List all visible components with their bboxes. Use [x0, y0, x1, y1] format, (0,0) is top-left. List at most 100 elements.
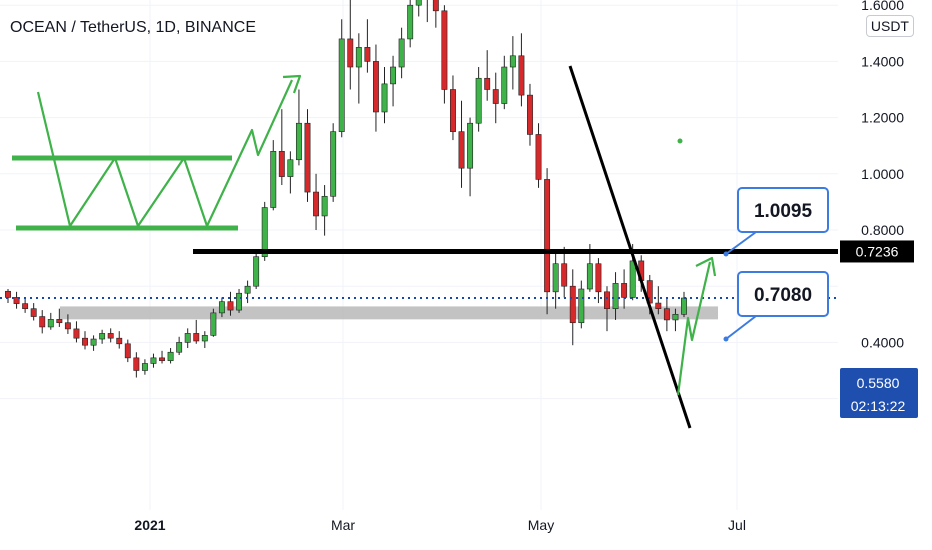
- candle-body: [390, 66, 397, 85]
- candle: [390, 55, 397, 107]
- candle: [381, 67, 388, 124]
- candle-body: [552, 263, 559, 293]
- candle-body: [5, 290, 11, 298]
- y-tick-label: 1.0000: [861, 166, 904, 182]
- candle-body: [253, 256, 260, 287]
- candle-body: [278, 151, 285, 177]
- x-tick-label: Mar: [331, 517, 355, 533]
- countdown-label: 02:13:22: [851, 398, 906, 414]
- projection-path: [676, 261, 712, 396]
- candle-body: [381, 83, 388, 113]
- candle-body: [450, 89, 456, 132]
- candle-body: [227, 301, 234, 311]
- candle-body: [467, 122, 474, 169]
- candle: [56, 308, 63, 327]
- candle-body: [681, 297, 687, 315]
- candle-body: [64, 322, 71, 330]
- candle: [321, 185, 328, 236]
- candle-body: [355, 47, 362, 68]
- candle: [236, 289, 242, 313]
- candle: [210, 308, 217, 337]
- marker-dot: [677, 138, 683, 144]
- candle-body: [82, 337, 88, 346]
- candle: [450, 75, 456, 141]
- candle-body: [347, 38, 354, 68]
- candle-body: [167, 351, 174, 361]
- candle-body: [13, 297, 20, 304]
- candle: [116, 331, 123, 349]
- candle-body: [150, 357, 157, 364]
- resistance-tag-bg: [840, 240, 914, 263]
- candle: [338, 19, 345, 138]
- target2-callout-label: 0.7080: [754, 285, 812, 306]
- candle-body: [116, 337, 123, 345]
- candle-body: [124, 343, 131, 359]
- candle: [99, 329, 106, 344]
- candle: [578, 280, 585, 329]
- candle: [330, 123, 337, 202]
- resistance-price-tag: 0.7236: [840, 240, 914, 263]
- candle: [595, 258, 602, 304]
- candle: [484, 50, 491, 101]
- candle: [304, 109, 311, 202]
- candle-body: [218, 301, 225, 314]
- candle-body: [236, 292, 242, 311]
- candle-body: [407, 4, 414, 40]
- x-axis: 2021 Mar May Jul: [134, 517, 746, 533]
- currency-button[interactable]: USDT: [865, 15, 914, 37]
- candle-body: [415, 0, 422, 6]
- candle: [492, 72, 499, 124]
- candle: [39, 310, 46, 334]
- target2-callout-pointer: [725, 315, 757, 340]
- candle: [415, 0, 422, 17]
- candle: [535, 123, 542, 188]
- candle-body: [509, 55, 516, 68]
- candle: [655, 286, 662, 315]
- candle: [509, 36, 516, 90]
- candle-body: [484, 77, 491, 90]
- candle: [90, 335, 97, 351]
- candle: [347, 0, 354, 90]
- pattern-arrowhead: [282, 74, 302, 94]
- candle: [159, 350, 165, 364]
- candle-body: [518, 55, 525, 96]
- candle-body: [244, 285, 251, 294]
- target2-callout-box: [737, 271, 829, 317]
- candle-body: [621, 283, 628, 298]
- candle-body: [612, 283, 619, 309]
- y-axis: 1.60001.40001.20001.00000.80000.40000.20…: [861, 0, 904, 407]
- candle: [518, 33, 525, 107]
- candle-body: [595, 263, 602, 293]
- candle: [364, 19, 371, 73]
- candle: [544, 168, 551, 315]
- candle: [527, 83, 533, 146]
- candle: [612, 272, 619, 320]
- candle: [227, 291, 234, 316]
- candle-body: [441, 10, 448, 90]
- candle: [663, 297, 670, 332]
- candle-body: [90, 338, 97, 346]
- candle-body: [210, 312, 217, 336]
- last-price-tag: 0.5580 02:13:22: [840, 368, 918, 418]
- candle-body: [364, 47, 371, 62]
- target1-callout-label: 1.0095: [754, 201, 813, 222]
- candle-body: [338, 38, 345, 132]
- candle-body: [330, 131, 337, 197]
- candle: [82, 331, 88, 350]
- candle-body: [39, 316, 46, 328]
- candle-body: [604, 291, 610, 309]
- y-tick-label: 0.4000: [861, 334, 904, 350]
- y-tick-label: 1.2000: [861, 110, 904, 126]
- candle: [150, 353, 157, 368]
- candle-body: [458, 131, 465, 169]
- candle: [458, 100, 465, 188]
- candle-body: [527, 94, 533, 135]
- downtrend-line: [568, 65, 692, 429]
- candle-body: [492, 89, 499, 104]
- candle: [107, 328, 114, 343]
- candle-body: [432, 0, 439, 12]
- candle: [672, 308, 679, 332]
- candle: [218, 297, 225, 318]
